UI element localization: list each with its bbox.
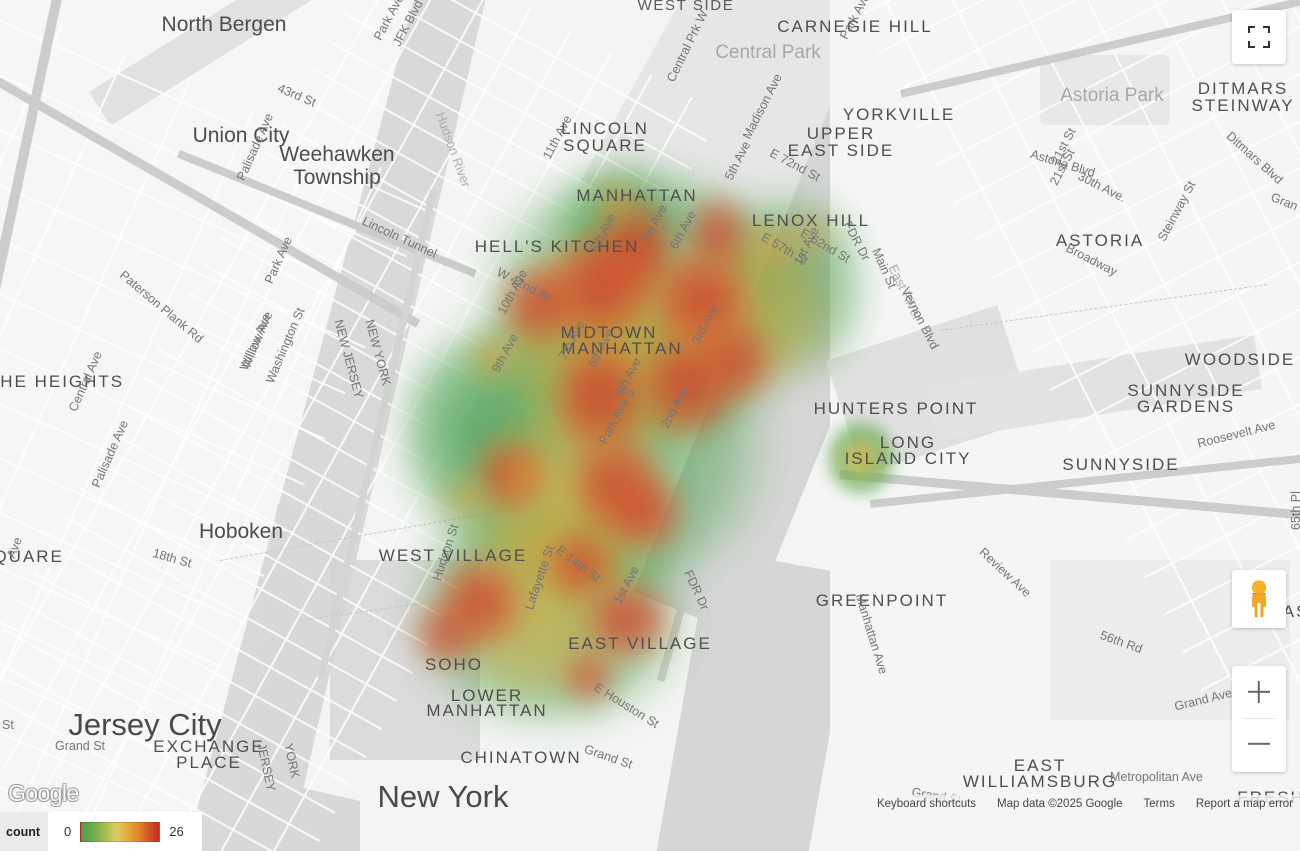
minus-horizontal — [1248, 742, 1270, 746]
zoom-controls[interactable] — [1232, 666, 1286, 772]
pegman-icon — [1251, 580, 1267, 618]
legend-title: count — [0, 812, 49, 851]
fullscreen-button[interactable] — [1232, 10, 1286, 64]
heatmap-legend: count 0 26 — [0, 812, 202, 851]
legend-scale: 0 26 — [48, 812, 202, 851]
plus-vertical — [1257, 681, 1261, 703]
keyboard-shortcuts-link[interactable]: Keyboard shortcuts — [876, 798, 977, 810]
pegman-button[interactable] — [1232, 570, 1286, 628]
fullscreen-icon — [1248, 26, 1270, 48]
legend-gradient-bar — [80, 821, 161, 842]
terms-link[interactable]: Terms — [1143, 798, 1175, 810]
attribution-bar: Keyboard shortcuts Map data ©2025 Google… — [869, 795, 1300, 813]
legend-max-value: 26 — [169, 824, 184, 839]
legend-min-value: 0 — [64, 824, 72, 839]
map-data-text: Map data ©2025 Google — [997, 798, 1123, 810]
report-error-link[interactable]: Report a map error — [1195, 798, 1293, 810]
astoria-park-area — [1040, 55, 1170, 125]
zoom-divider — [1243, 718, 1275, 719]
google-logo: Google — [8, 780, 79, 806]
zoom-in-button[interactable] — [1232, 666, 1286, 718]
zoom-out-button[interactable] — [1232, 718, 1286, 770]
